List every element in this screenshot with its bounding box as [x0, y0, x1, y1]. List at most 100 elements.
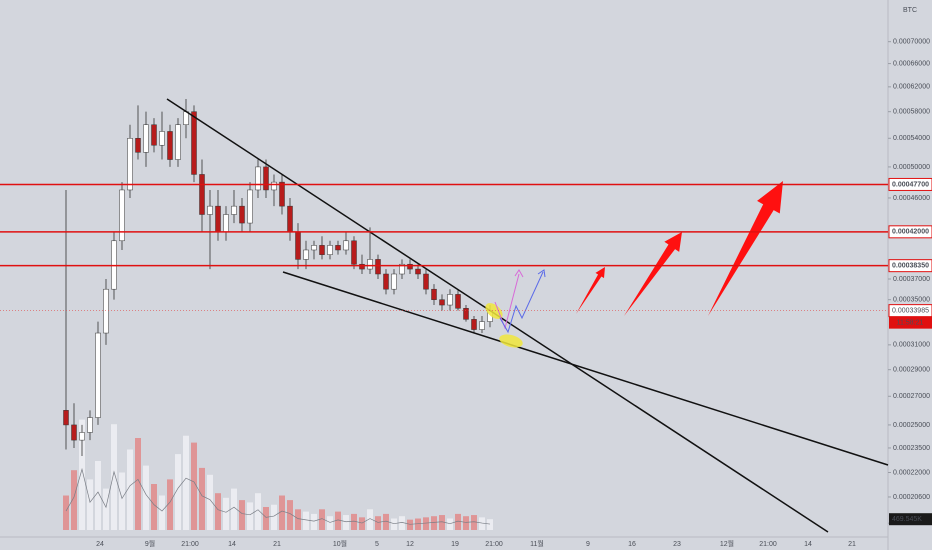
- candle-body: [271, 181, 277, 191]
- y-tick-label: 0.00020600: [893, 494, 930, 501]
- x-tick-label: 19: [451, 541, 459, 548]
- candle-body: [343, 240, 349, 251]
- volume-average: [65, 467, 491, 525]
- candle-body: [79, 432, 85, 441]
- x-tick-label: 16: [628, 541, 636, 548]
- x-tick-label: 11월: [530, 539, 544, 548]
- x-tick-label: 21:00: [759, 541, 777, 548]
- x-tick-label: 21:00: [181, 541, 199, 548]
- candle-body: [303, 249, 309, 260]
- volume-bar: [279, 495, 285, 530]
- volume-bar: [407, 519, 413, 530]
- candle-body: [351, 240, 357, 265]
- volume-bar: [127, 449, 133, 530]
- volume-bar: [391, 518, 397, 530]
- x-tick-label: 21: [273, 541, 281, 548]
- candle-body: [455, 294, 461, 309]
- x-tick-label: 12월: [720, 539, 734, 548]
- volume-bar: [183, 435, 189, 530]
- y-tick-label: 0.00058000: [893, 109, 930, 116]
- volume-bar: [119, 472, 125, 530]
- x-tick-label: 21: [848, 541, 856, 548]
- y-tick-label: 0.00027000: [893, 393, 930, 400]
- x-tick-label: 23: [673, 541, 681, 548]
- candle-body: [223, 214, 229, 233]
- volume-bar: [95, 461, 101, 530]
- highlight: [485, 303, 503, 319]
- candle-body: [295, 231, 301, 260]
- arrow: [708, 181, 783, 316]
- volume-bar: [447, 518, 453, 530]
- volume-bar: [423, 517, 429, 530]
- volume-bar: [103, 488, 109, 530]
- volume-bar: [303, 511, 309, 530]
- volume-bar: [471, 515, 477, 530]
- projection-path: [499, 271, 544, 334]
- projection-arrowhead: [514, 269, 524, 278]
- candle-body: [399, 263, 405, 275]
- highlight: [499, 334, 523, 348]
- volume-bar: [247, 502, 253, 530]
- y-tick-label: 0.00062000: [893, 84, 930, 91]
- candle-body: [167, 131, 173, 160]
- drawings: [166, 98, 889, 533]
- volume-bar: [311, 513, 317, 530]
- volume-bar: [135, 438, 141, 530]
- candle-body: [183, 111, 189, 125]
- volume-bar: [151, 484, 157, 530]
- candle-body: [287, 205, 293, 233]
- candle-body: [215, 205, 221, 233]
- volume-bar: [479, 517, 485, 530]
- volume-bar: [111, 424, 117, 530]
- candle-body: [71, 424, 77, 441]
- x-tick-label: 14: [228, 541, 236, 548]
- candle-body: [447, 294, 453, 306]
- x-tick-label: 5: [375, 541, 379, 548]
- arrow: [624, 232, 682, 316]
- volume-bar: [327, 516, 333, 530]
- candle-body: [135, 138, 141, 153]
- candle-body: [439, 299, 445, 306]
- volume-bar: [463, 516, 469, 530]
- volume-bar: [159, 495, 165, 530]
- volume-bar: [295, 509, 301, 530]
- candle-body: [247, 189, 253, 224]
- candle-body: [463, 308, 469, 320]
- candle-body: [311, 245, 317, 251]
- volume-bar: [367, 509, 373, 530]
- volume-bar: [359, 517, 365, 530]
- volume-bar: [263, 507, 269, 530]
- y-tick-label: 0.00066000: [893, 60, 930, 67]
- candle-body: [375, 259, 381, 275]
- axis-unit: BTC: [903, 7, 917, 14]
- candle-body: [367, 259, 373, 270]
- candle-body: [423, 273, 429, 290]
- volume-bar: [199, 467, 205, 530]
- arrow: [576, 267, 605, 314]
- volume-label: 469.545K: [892, 516, 922, 523]
- x-tick-label: 21:00: [485, 541, 503, 548]
- volume-bar: [63, 495, 69, 530]
- candle-body: [87, 417, 93, 433]
- y-tick-label: 0.00046000: [893, 195, 930, 202]
- volume-bar: [79, 419, 85, 530]
- level-label-box: [888, 177, 932, 191]
- y-tick-label: 0.00070000: [893, 39, 930, 46]
- volume-bar: [431, 516, 437, 530]
- candle-body: [143, 124, 149, 153]
- projection-arrowhead: [537, 269, 546, 278]
- marks: [63, 99, 493, 530]
- candle-body: [127, 138, 133, 191]
- x-tick-label: 10월: [333, 539, 347, 548]
- volume-bar: [239, 500, 245, 530]
- candle-body: [63, 410, 69, 426]
- candle-body: [119, 189, 125, 242]
- candle-body: [103, 288, 109, 334]
- y-tick-label: 0.00037000: [893, 276, 930, 283]
- candle-body: [199, 174, 205, 215]
- level-label-box: [888, 225, 932, 239]
- candle-body: [263, 166, 269, 191]
- volume-bar: [287, 500, 293, 530]
- level-label: 0.00047700: [892, 181, 929, 188]
